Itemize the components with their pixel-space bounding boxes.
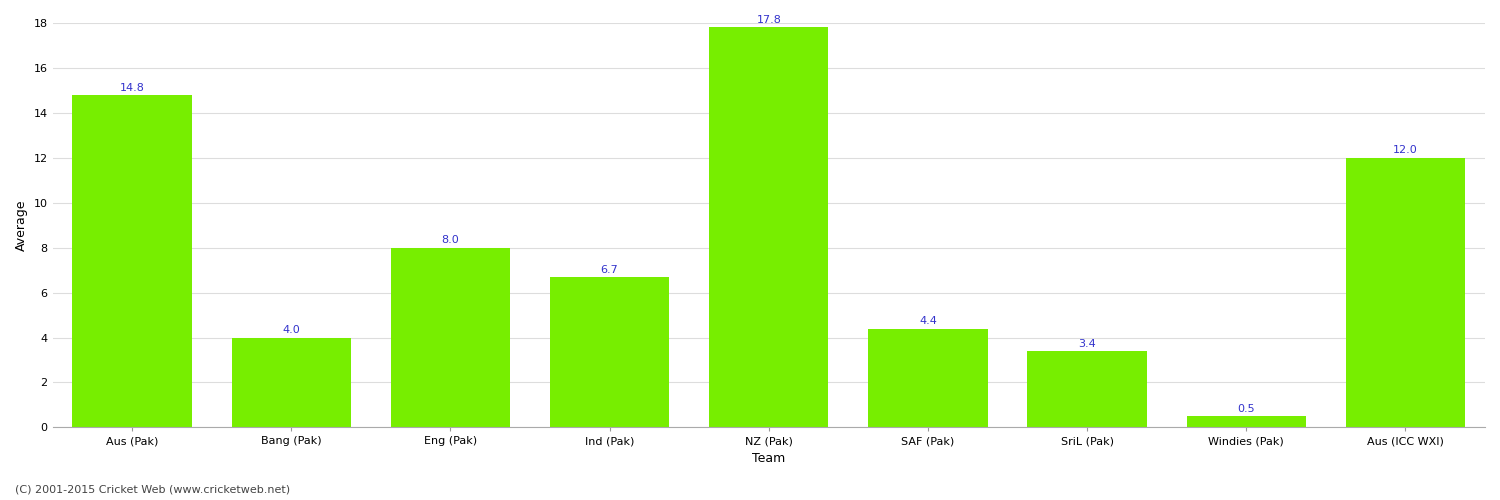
X-axis label: Team: Team bbox=[752, 452, 786, 465]
Text: 0.5: 0.5 bbox=[1238, 404, 1256, 414]
Bar bbox=[710, 28, 828, 427]
Bar bbox=[392, 248, 510, 428]
Text: 6.7: 6.7 bbox=[600, 264, 618, 274]
Text: 4.0: 4.0 bbox=[282, 326, 300, 336]
Y-axis label: Average: Average bbox=[15, 200, 28, 251]
Text: 4.4: 4.4 bbox=[920, 316, 938, 326]
Bar bbox=[1028, 351, 1148, 428]
Bar bbox=[550, 277, 669, 428]
Bar bbox=[868, 328, 987, 428]
Bar bbox=[231, 338, 351, 428]
Bar bbox=[1346, 158, 1466, 428]
Text: 12.0: 12.0 bbox=[1394, 146, 1417, 156]
Text: 17.8: 17.8 bbox=[756, 15, 782, 25]
Text: (C) 2001-2015 Cricket Web (www.cricketweb.net): (C) 2001-2015 Cricket Web (www.cricketwe… bbox=[15, 485, 290, 495]
Bar bbox=[72, 95, 192, 428]
Text: 8.0: 8.0 bbox=[441, 236, 459, 246]
Text: 3.4: 3.4 bbox=[1078, 339, 1096, 349]
Bar bbox=[1186, 416, 1306, 428]
Text: 14.8: 14.8 bbox=[120, 82, 144, 92]
